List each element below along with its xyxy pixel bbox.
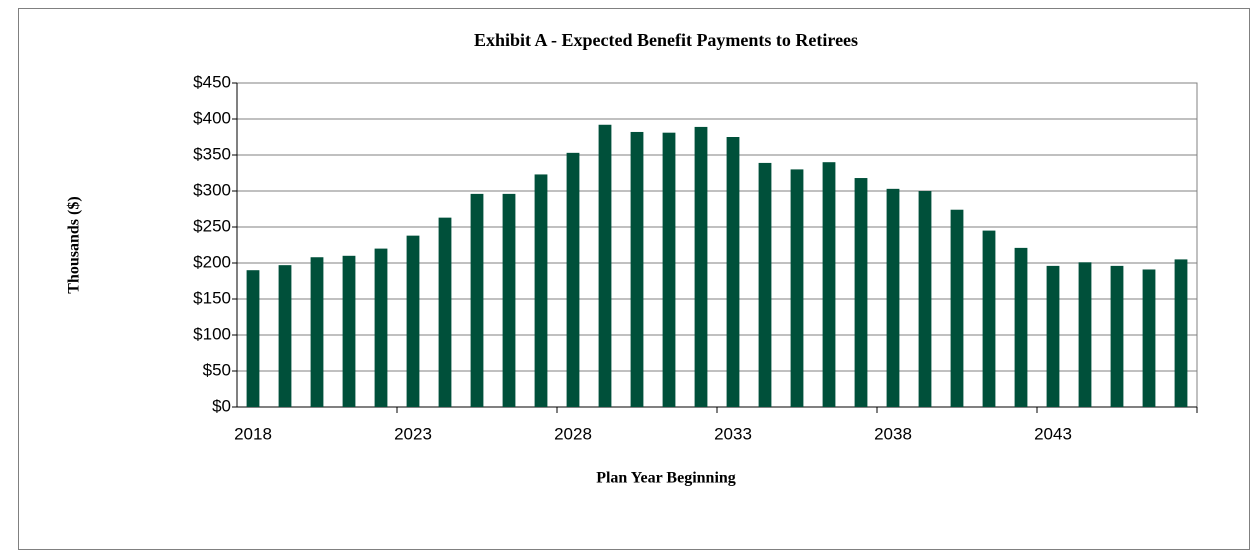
bar	[1046, 265, 1060, 407]
y-tick-label: $100	[193, 324, 231, 343]
bar	[822, 162, 836, 407]
bar	[438, 217, 452, 407]
bar	[278, 265, 292, 407]
bar	[1110, 265, 1124, 407]
x-tick-label: 2028	[554, 424, 592, 443]
bar	[246, 270, 260, 407]
plot-area	[236, 82, 1198, 408]
bar	[758, 162, 772, 407]
bar	[630, 131, 644, 407]
bar	[502, 193, 516, 407]
chart-title: Exhibit A - Expected Benefit Payments to…	[474, 30, 858, 50]
bar	[310, 257, 324, 407]
bar	[950, 209, 964, 407]
y-tick-label: $350	[193, 144, 231, 163]
bar	[982, 230, 996, 407]
x-tick-label: 2043	[1034, 424, 1072, 443]
bar	[662, 132, 676, 407]
bar	[406, 235, 420, 407]
y-tick-label: $250	[193, 216, 231, 235]
bar	[1142, 269, 1156, 407]
bar	[790, 169, 804, 407]
bar	[726, 137, 740, 407]
bar	[342, 255, 356, 407]
bar	[694, 126, 708, 408]
x-tick-label: 2023	[394, 424, 432, 443]
y-axis-label: Thousands ($)	[66, 196, 83, 293]
y-tick-label: $150	[193, 288, 231, 307]
bar	[918, 191, 932, 407]
bar	[1174, 259, 1188, 407]
x-tick-label: 2038	[874, 424, 912, 443]
bar	[470, 193, 484, 407]
y-tick-label: $400	[193, 108, 231, 127]
y-tick-label: $450	[193, 72, 231, 91]
y-tick-label: $200	[193, 252, 231, 271]
x-tick-label: 2018	[234, 424, 272, 443]
x-axis-label: Plan Year Beginning	[596, 470, 736, 487]
x-tick-label: 2033	[714, 424, 752, 443]
bar	[534, 174, 548, 407]
bar	[598, 124, 612, 407]
y-tick-label: $300	[193, 180, 231, 199]
bar	[566, 152, 580, 407]
bar	[854, 178, 868, 407]
bar	[1014, 247, 1028, 407]
y-tick-label: $0	[212, 396, 231, 415]
bar	[886, 188, 900, 407]
y-tick-label: $50	[203, 360, 231, 379]
bar	[374, 248, 388, 407]
bar	[1078, 262, 1092, 407]
